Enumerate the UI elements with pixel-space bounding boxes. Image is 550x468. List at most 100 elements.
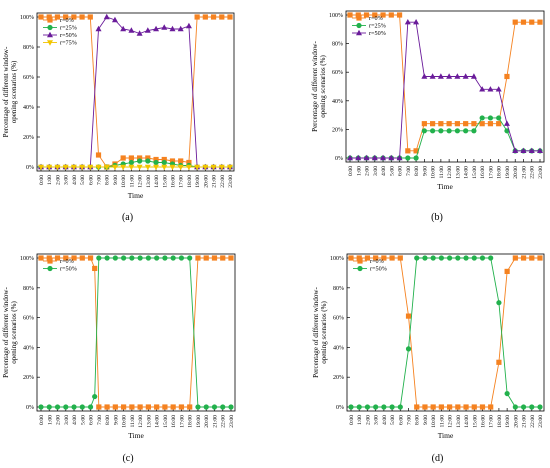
series-r=75% — [38, 164, 233, 171]
x-tick-label: 3:00 — [64, 175, 70, 185]
y-tick-label: 0% — [26, 405, 34, 411]
x-tick-label: 21:00 — [522, 415, 528, 428]
data-point — [38, 14, 44, 20]
x-tick-label: 9:00 — [422, 166, 428, 176]
data-point — [185, 22, 192, 29]
data-point — [512, 404, 518, 410]
data-point — [446, 121, 452, 127]
data-point — [405, 155, 411, 161]
data-point — [227, 14, 233, 20]
data-point — [487, 86, 494, 92]
x-tick-label: 5:00 — [80, 415, 86, 425]
data-point — [104, 255, 110, 261]
data-point — [169, 164, 176, 171]
data-point — [137, 404, 143, 410]
series-r=0% — [38, 255, 234, 410]
y-tick-label: 20% — [332, 127, 343, 133]
data-point — [454, 121, 460, 127]
data-point — [169, 158, 176, 164]
x-tick-label: 1:00 — [356, 166, 362, 176]
plot-frame — [36, 253, 236, 412]
legend-label: r=25% — [60, 25, 77, 32]
x-tick-label: 18:00 — [188, 415, 194, 428]
legend-marker — [47, 265, 53, 272]
y-tick-label: 100% — [329, 13, 343, 19]
data-point — [438, 404, 444, 410]
x-tick-label: 22:00 — [530, 415, 536, 428]
x-tick-label: 0:00 — [348, 166, 354, 176]
data-point — [347, 154, 353, 161]
chart-panel-d: 0% 20% 40% 60% 80% 100% 0:00 1:00 2:00 3:00 4:00 5:… — [312, 253, 545, 464]
data-point — [103, 164, 110, 171]
series-r=0% — [347, 12, 543, 154]
data-point — [136, 164, 143, 171]
y-tick-label: 0% — [335, 156, 343, 162]
data-point — [153, 164, 160, 171]
x-tick-label: 0:00 — [39, 175, 45, 185]
data-point — [397, 255, 403, 261]
data-point — [161, 164, 168, 171]
series-line — [41, 257, 231, 408]
y-axis-label: opening scenarios (%) — [319, 55, 327, 118]
data-point — [87, 14, 93, 20]
series-line — [41, 160, 230, 168]
x-tick-label: 7:00 — [97, 415, 103, 425]
data-point — [447, 404, 453, 410]
legend-marker — [356, 15, 362, 21]
data-point — [145, 155, 151, 161]
series-r=50% — [38, 255, 234, 410]
x-tick-label: 13:00 — [146, 175, 152, 188]
data-point — [372, 12, 378, 18]
y-tick-label: 60% — [333, 316, 344, 322]
data-point — [71, 404, 77, 410]
series-line — [41, 257, 231, 408]
data-point — [455, 404, 461, 410]
data-point — [128, 27, 135, 33]
y-tick-label: 20% — [333, 375, 344, 381]
legend-label: r=50% — [370, 266, 387, 273]
legend: r=0%r=50% — [43, 258, 77, 273]
data-point — [144, 164, 151, 171]
series-line — [351, 257, 540, 408]
data-point — [430, 255, 436, 261]
y-tick-label: 60% — [23, 75, 34, 81]
x-tick-label: 13:00 — [456, 415, 462, 428]
x-tick-label: 4:00 — [72, 175, 78, 185]
data-point — [87, 255, 94, 261]
x-tick-label: 20:00 — [513, 415, 519, 428]
x-tick-label: 10:00 — [121, 175, 127, 188]
x-tick-label: 9:00 — [423, 415, 429, 425]
legend: r=0%r=25%r=50% — [352, 15, 386, 37]
data-point — [121, 255, 127, 261]
data-point — [38, 164, 44, 171]
x-tick-label: 20:00 — [513, 166, 519, 179]
data-point — [120, 25, 127, 32]
x-tick-label: 20:00 — [204, 415, 210, 428]
data-point — [71, 14, 77, 20]
data-point — [203, 255, 209, 261]
x-tick-label: 21:00 — [521, 166, 527, 179]
data-point — [104, 404, 110, 410]
data-point — [210, 14, 217, 20]
data-point — [454, 128, 460, 134]
x-axis-label: Time — [128, 191, 144, 200]
plot-frame — [346, 253, 545, 412]
data-point — [380, 12, 386, 18]
data-point — [120, 164, 127, 171]
data-point — [405, 148, 411, 154]
data-point — [137, 155, 143, 161]
data-point — [71, 255, 77, 261]
data-point — [405, 313, 412, 319]
data-point — [479, 115, 485, 121]
data-point — [96, 404, 102, 410]
data-point — [79, 164, 86, 171]
legend-label: r=0% — [60, 17, 74, 24]
x-tick-label: 5:00 — [390, 415, 396, 425]
series-line — [351, 257, 540, 408]
data-point — [380, 154, 387, 161]
data-point — [520, 255, 527, 261]
legend-label: r=50% — [369, 30, 386, 37]
legend-label: r=25% — [369, 23, 386, 30]
series-r=0% — [38, 14, 233, 170]
x-tick-label: 16:00 — [480, 415, 486, 428]
